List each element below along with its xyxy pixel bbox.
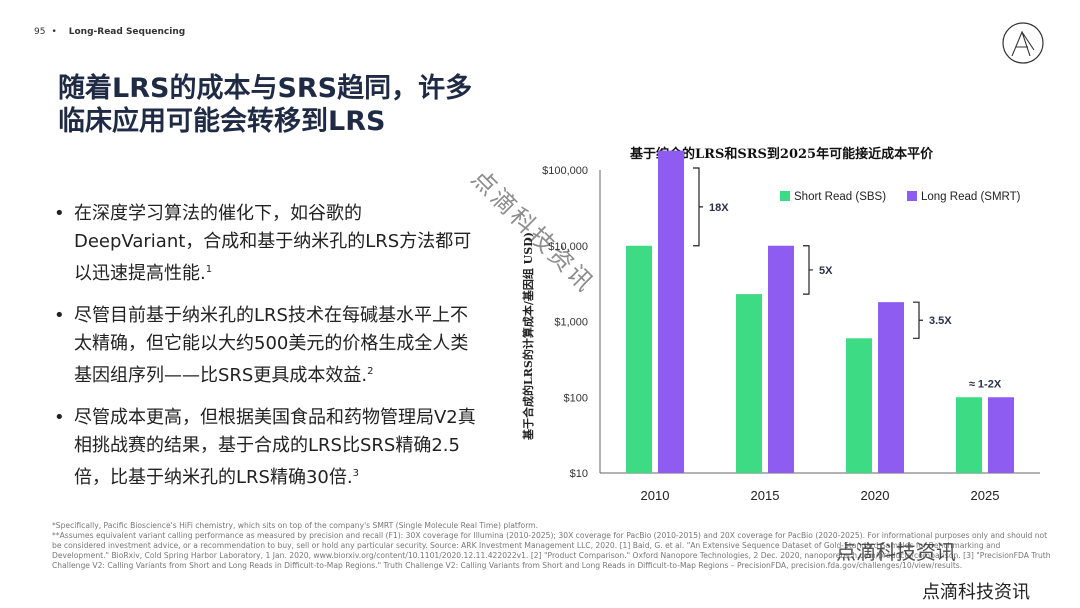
y-tick-label: $10 xyxy=(570,468,588,480)
section-title: Long-Read Sequencing xyxy=(68,27,186,37)
ratio-bracket xyxy=(693,167,703,247)
legend-label: Short Read (SBS) xyxy=(794,191,886,203)
ark-logo-icon xyxy=(1002,22,1044,64)
bullet-item: 尽管目前基于纳米孔的LRS技术在每碱基水平上不太精确，但它能以大约500美元的价… xyxy=(52,302,477,390)
bar-short-read-2025 xyxy=(956,397,982,473)
bar-short-read-2010 xyxy=(626,245,652,473)
ratio-label: 3.5X xyxy=(929,315,952,327)
bar-long-read-2015 xyxy=(768,245,794,473)
bullet-ref: 2 xyxy=(367,366,374,377)
bullet-list: 在深度学习算法的催化下，如谷歌的DeepVariant，合成和基于纳米孔的LRS… xyxy=(52,200,477,506)
y-tick-label: $100,000 xyxy=(542,165,588,177)
y-tick-label: $1,000 xyxy=(554,317,588,329)
footnotes: *Specifically, Pacific Bioscience's HiFi… xyxy=(52,521,1052,571)
chart-title: 基于综合的LRS和SRS到2025年可能接近成本平价 xyxy=(630,147,934,162)
bar-long-read-2010 xyxy=(658,150,684,474)
bullet-text: 在深度学习算法的催化下，如谷歌的DeepVariant，合成和基于纳米孔的LRS… xyxy=(74,203,472,284)
bullet-item: 在深度学习算法的催化下，如谷歌的DeepVariant，合成和基于纳米孔的LRS… xyxy=(52,200,477,288)
x-tick-label: 2015 xyxy=(751,488,780,503)
wechat-watermark: 点滴科技资讯 xyxy=(836,540,956,564)
bar-long-read-2020 xyxy=(878,302,904,473)
bar-short-read-2015 xyxy=(736,294,762,473)
legend-swatch xyxy=(780,191,790,201)
ratio-label: ≈ 1-2X xyxy=(969,378,1002,390)
x-tick-label: 2010 xyxy=(641,488,670,503)
x-tick-label: 2020 xyxy=(861,488,890,503)
bullet-text: 尽管目前基于纳米孔的LRS技术在每碱基水平上不太精确，但它能以大约500美元的价… xyxy=(74,305,469,386)
header-separator: • xyxy=(51,27,57,37)
ratio-bracket xyxy=(913,301,923,339)
legend-label: Long Read (SMRT) xyxy=(921,191,1021,203)
footnote-2: **Assumes equivalent variant calling per… xyxy=(52,531,1051,570)
bar-short-read-2020 xyxy=(846,338,872,473)
legend-swatch xyxy=(907,191,917,201)
page-number: 95 xyxy=(34,27,46,37)
bullet-ref: 1 xyxy=(205,264,213,275)
slide-title: 随着LRS的成本与SRS趋同，许多临床应用可能会转移到LRS xyxy=(58,73,473,137)
y-tick-label: $100 xyxy=(564,392,588,404)
footnote-1: *Specifically, Pacific Bioscience's HiFi… xyxy=(52,521,538,530)
x-tick-label: 2025 xyxy=(971,488,1000,503)
bullet-text: 尽管成本更高，但根据美国食品和药物管理局V2真相挑战赛的结果，基于合成的LRS比… xyxy=(74,407,476,488)
ratio-label: 18X xyxy=(709,202,729,214)
source-watermark: 点滴科技资讯 xyxy=(922,582,1030,603)
y-tick-label: $10,000 xyxy=(548,241,588,253)
bullet-item: 尽管成本更高，但根据美国食品和药物管理局V2真相挑战赛的结果，基于合成的LRS比… xyxy=(52,404,477,492)
ratio-label: 5X xyxy=(819,265,833,277)
bullet-ref: 3 xyxy=(352,468,359,479)
ratio-bracket xyxy=(803,245,813,295)
bar-long-read-2025 xyxy=(988,397,1014,473)
slide-header: 95 • Long-Read Sequencing xyxy=(34,27,185,37)
